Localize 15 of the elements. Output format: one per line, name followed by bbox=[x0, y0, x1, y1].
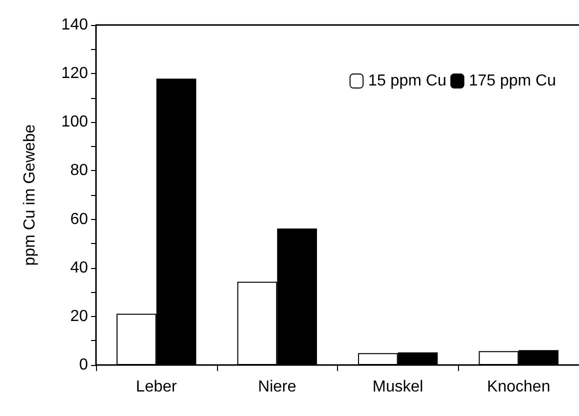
y-tick-label: 140 bbox=[61, 16, 88, 34]
y-tick-label: 80 bbox=[70, 162, 88, 180]
x-tick-label: Knochen bbox=[487, 378, 550, 396]
y-tick-label: 60 bbox=[70, 210, 88, 228]
y-tick-label: 0 bbox=[79, 356, 88, 374]
y-tick-label: 120 bbox=[61, 65, 88, 82]
x-tick-label: Niere bbox=[258, 378, 296, 396]
x-tick-label: Muskel bbox=[372, 378, 424, 396]
y-tick-label: 40 bbox=[70, 259, 88, 276]
x-tick-label: Leber bbox=[136, 378, 178, 396]
legend-label: 175 ppm Cu bbox=[468, 72, 556, 90]
y-axis-title: ppm Cu im Gewebe bbox=[22, 124, 38, 266]
y-tick-label: 100 bbox=[61, 114, 88, 131]
legend-label: 15 ppm Cu bbox=[368, 72, 446, 90]
y-tick-label: 20 bbox=[70, 308, 88, 325]
